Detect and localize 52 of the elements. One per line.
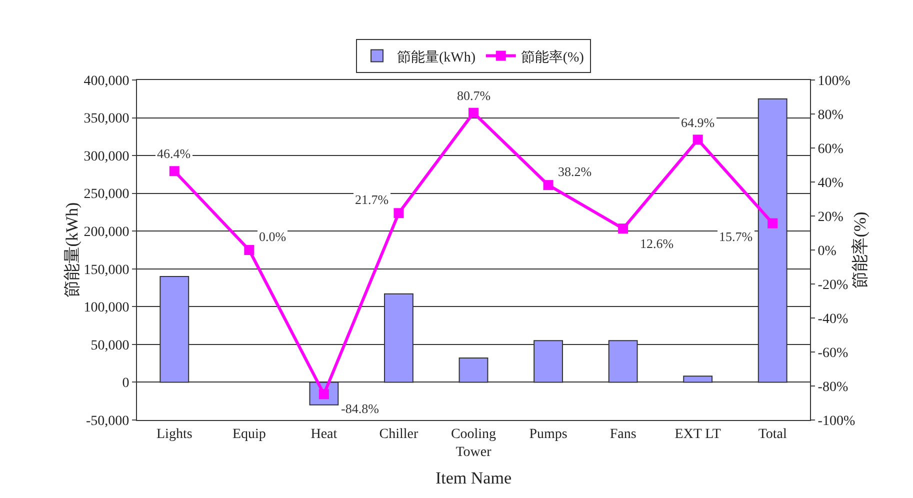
y2-tick-label: -60% bbox=[818, 346, 848, 361]
data-label: 38.2% bbox=[558, 164, 592, 179]
data-label: 64.9% bbox=[681, 115, 715, 130]
y2-tick-label: -100% bbox=[818, 414, 856, 429]
y2-tick-label: -20% bbox=[818, 278, 848, 293]
y-tick-label: 200,000 bbox=[84, 225, 130, 240]
x-axis-title: Item Name bbox=[436, 468, 512, 488]
point bbox=[394, 208, 404, 218]
data-label: 15.7% bbox=[719, 229, 753, 244]
y-tick-label: 250,000 bbox=[84, 187, 130, 202]
y-tick-label: 400,000 bbox=[84, 74, 130, 89]
y2-tick-label: 60% bbox=[818, 142, 844, 157]
y-tick-label: 100,000 bbox=[84, 300, 130, 316]
point bbox=[618, 224, 628, 234]
y-tick-label: 350,000 bbox=[84, 112, 130, 127]
x-tick-label: Equip bbox=[232, 426, 266, 442]
y2-tick-label: 100% bbox=[818, 74, 851, 89]
y2-tick-label: 20% bbox=[818, 210, 844, 225]
y-axis-title: 節能量(kWh) bbox=[62, 202, 82, 298]
x-tick-label: Chiller bbox=[379, 426, 418, 442]
legend-label: 節能率(%) bbox=[520, 49, 584, 66]
legend-label: 節能量(kWh) bbox=[397, 49, 476, 66]
y2-tick-label: -80% bbox=[818, 380, 848, 395]
y2-tick-label: 0% bbox=[818, 244, 837, 259]
point bbox=[543, 180, 554, 190]
data-label: 46.4% bbox=[157, 146, 191, 161]
point bbox=[768, 218, 778, 228]
point bbox=[692, 134, 703, 145]
data-label: 21.7% bbox=[355, 192, 389, 207]
x-tick-label: Lights bbox=[156, 426, 192, 442]
x-tick-label: Total bbox=[758, 426, 787, 442]
y2-tick-label: 40% bbox=[818, 176, 844, 191]
y-tick-label: -50,000 bbox=[86, 414, 130, 429]
y-tick-label: 50,000 bbox=[90, 338, 130, 354]
data-label: 80.7% bbox=[457, 88, 491, 103]
y-tick-label: 300,000 bbox=[84, 149, 130, 164]
x-tick-label: Fans bbox=[610, 426, 636, 442]
x-tick-label: EXT LT bbox=[674, 426, 722, 442]
y2-tick-label: -40% bbox=[818, 312, 848, 327]
point bbox=[169, 166, 180, 176]
data-label: 0.0% bbox=[259, 229, 286, 244]
x-tick-label: Heat bbox=[310, 426, 338, 442]
data-label: -84.8% bbox=[341, 401, 380, 416]
y-tick-label: 150,000 bbox=[84, 262, 130, 278]
data-label: 12.6% bbox=[640, 236, 674, 251]
point bbox=[468, 108, 478, 118]
y2-tick-label: 80% bbox=[818, 108, 844, 123]
x-tick-label: Pumps bbox=[529, 426, 568, 442]
y2-axis-title: 節能率(%) bbox=[850, 212, 870, 288]
y-tick-label: 0 bbox=[122, 376, 130, 392]
x-tick-label: Cooling Tower bbox=[450, 426, 496, 460]
point bbox=[244, 245, 254, 255]
